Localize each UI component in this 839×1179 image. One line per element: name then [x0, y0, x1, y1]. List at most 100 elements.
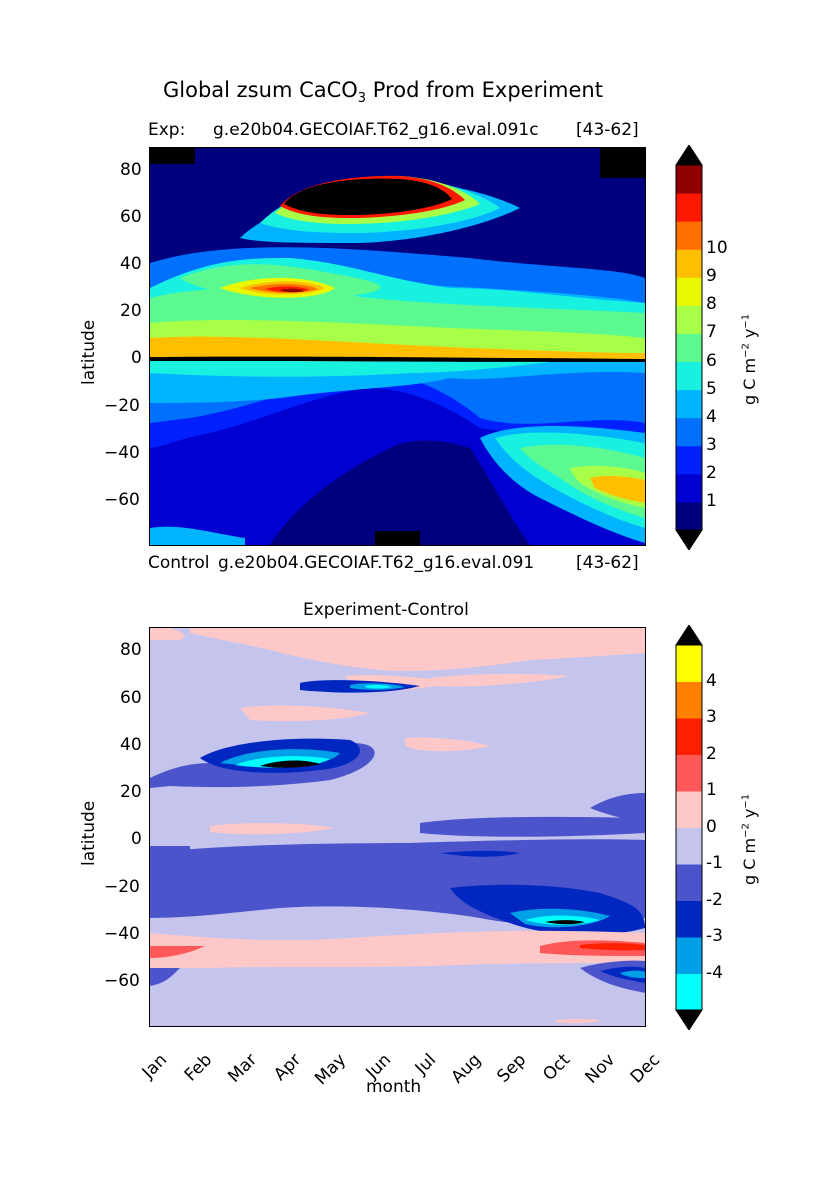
top-ytick: 80 — [120, 160, 142, 180]
bottom-cbar-exp2: −1 — [740, 793, 752, 809]
colorbar-swatch — [676, 501, 702, 531]
colorbar-tick-label: 10 — [706, 238, 728, 259]
colorbar-swatch — [676, 165, 702, 194]
top-ytick: 20 — [120, 301, 142, 321]
top-ytick: 0 — [131, 348, 142, 368]
colorbar-extend-max — [675, 625, 703, 646]
top-ytick: 60 — [120, 207, 142, 227]
title-suffix: Prod from Experiment — [366, 78, 603, 102]
top-ytick: −40 — [104, 443, 140, 463]
colorbar-swatch — [676, 333, 702, 363]
colorbar-tick-label: -2 — [706, 889, 723, 910]
month-tick-label: Sep — [492, 1050, 530, 1087]
colorbar-swatch — [676, 645, 702, 682]
top-colorbar — [675, 145, 703, 550]
top-ytick: −20 — [104, 396, 140, 416]
top-cbar-y: y — [740, 328, 759, 344]
colorbar-tick-label: -3 — [706, 926, 723, 946]
colorbar-swatch — [676, 791, 702, 828]
colorbar-tick-label: 8 — [706, 294, 717, 315]
top-ytick: 40 — [120, 254, 142, 274]
bottom-heatmap-svg — [150, 628, 645, 1026]
bottom-title: Experiment-Control — [303, 600, 469, 620]
colorbar-tick-label: 2 — [706, 462, 717, 483]
colorbar-tick-label: 1 — [706, 490, 717, 511]
colorbar-swatch — [676, 937, 702, 974]
colorbar-tick-label: 1 — [706, 780, 717, 800]
colorbar-tick-label: -4 — [706, 962, 723, 983]
colorbar-tick-label: 3 — [706, 707, 717, 727]
colorbar-extend-min — [675, 1009, 703, 1030]
month-tick-label: Jan — [138, 1050, 172, 1083]
month-tick-label: Aug — [447, 1050, 485, 1088]
bottom-cbar-y: y — [740, 808, 759, 824]
colorbar-tick-label: 5 — [706, 378, 717, 399]
colorbar-tick-label: 4 — [706, 670, 717, 691]
month-tick-label: Nov — [581, 1050, 620, 1088]
colorbar-tick-label: 6 — [706, 350, 717, 371]
colorbar-frame — [675, 644, 703, 1011]
colorbar-tick-label: 0 — [706, 816, 717, 837]
month-tick-label: May — [311, 1050, 351, 1090]
colorbar-swatch — [676, 681, 702, 719]
colorbar-tick-label: -1 — [706, 853, 723, 873]
top-heatmap-svg — [150, 148, 645, 545]
colorbar-swatch — [676, 754, 702, 792]
exp-years: [43-62] — [576, 120, 639, 140]
colorbar-swatch — [676, 973, 702, 1011]
colorbar-swatch — [676, 305, 702, 334]
top-heatmap — [149, 147, 646, 546]
exp-label: Exp: — [148, 120, 186, 140]
month-tick-label: Oct — [539, 1050, 575, 1085]
month-tick-label: Dec — [626, 1050, 665, 1088]
ctrl-run: g.e20b04.GECOIAF.T62_g16.eval.091 — [218, 553, 535, 573]
colorbar-swatch — [676, 718, 702, 755]
top-colorbar-label: g C m−2 y−1 — [740, 314, 759, 405]
colorbar-frame — [675, 164, 703, 531]
bottom-ytick: 60 — [120, 688, 142, 708]
colorbar-extend-max — [675, 145, 703, 166]
month-tick-label: Feb — [180, 1050, 216, 1086]
colorbar-swatch — [676, 193, 702, 222]
bottom-heatmap — [149, 627, 646, 1027]
top-cbar-exp1: −2 — [740, 343, 752, 358]
month-tick-label: Mar — [223, 1050, 261, 1087]
bottom-ytick: 20 — [120, 782, 142, 802]
bottom-colorbar — [675, 625, 703, 1030]
colorbar-swatch — [676, 389, 702, 419]
colorbar-swatch — [676, 900, 702, 938]
bottom-ytick: −60 — [104, 971, 140, 991]
figure-title: Global zsum CaCO3 Prod from Experiment — [163, 78, 603, 106]
colorbar-swatch — [676, 249, 702, 278]
colorbar-swatch — [676, 473, 702, 503]
bottom-ylabel: latitude — [79, 800, 99, 866]
colorbar-swatch — [676, 277, 702, 306]
bottom-ytick: 80 — [120, 640, 142, 660]
exp-run: g.e20b04.GECOIAF.T62_g16.eval.091c — [213, 120, 539, 140]
colorbar-tick-label: 7 — [706, 322, 717, 343]
title-prefix: Global zsum CaCO — [163, 78, 358, 102]
colorbar-swatch — [676, 417, 702, 447]
bottom-ytick: −20 — [104, 877, 140, 897]
top-cbar-exp2: −1 — [740, 313, 752, 329]
colorbar-swatch — [676, 864, 702, 901]
bottom-xlabel: month — [366, 1077, 422, 1097]
colorbar-extend-min — [675, 529, 703, 550]
colorbar-swatch — [676, 221, 702, 250]
colorbar-tick-label: 2 — [706, 743, 717, 764]
bottom-ytick: 40 — [120, 735, 142, 755]
colorbar-swatch — [676, 361, 702, 391]
ctrl-label: Control — [148, 553, 210, 573]
top-ytick: −60 — [104, 490, 140, 510]
bottom-cbar-text: g C m — [740, 837, 759, 885]
title-subscript: 3 — [357, 91, 367, 107]
colorbar-tick-label: 4 — [706, 406, 717, 427]
colorbar-tick-label: 3 — [706, 434, 717, 455]
bottom-cbar-exp1: −2 — [740, 823, 752, 838]
bottom-colorbar-label: g C m−2 y−1 — [740, 794, 759, 885]
colorbar-swatch — [676, 445, 702, 475]
colorbar-tick-label: 9 — [706, 266, 717, 287]
bottom-ytick: 0 — [131, 829, 142, 849]
top-ylabel: latitude — [79, 319, 99, 385]
ctrl-years: [43-62] — [576, 553, 639, 573]
